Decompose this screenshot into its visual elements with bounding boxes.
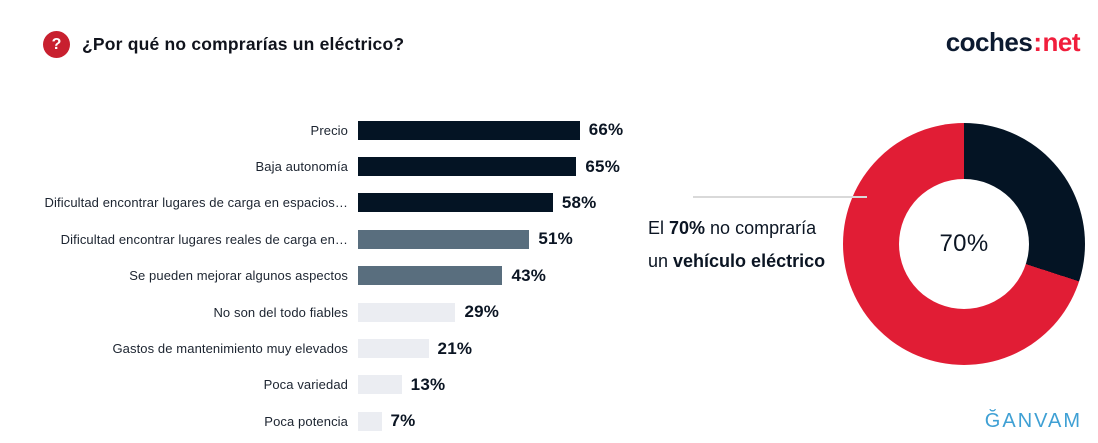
bar-chart: Precio 66% Baja autonomía 65% Dificultad enc…	[22, 112, 623, 440]
bar	[358, 193, 553, 213]
bar-row: Precio 66%	[22, 112, 623, 148]
cochesnet-logo: coches:net	[945, 27, 1081, 58]
bar-row: Baja autonomía 65%	[22, 148, 623, 184]
bar	[358, 266, 503, 286]
annotation-bold-text: vehículo eléctrico	[673, 251, 826, 271]
bar	[358, 411, 382, 431]
page-title: ¿Por qué no comprarías un eléctrico?	[82, 34, 405, 54]
bar	[358, 157, 577, 177]
header: ? ¿Por qué no comprarías un eléctrico?	[43, 31, 404, 58]
annotation-line: un vehículo eléctrico	[648, 245, 825, 278]
brand-name-left: coches	[945, 27, 1033, 57]
annotation-connector-line	[693, 196, 867, 198]
bar	[358, 375, 402, 395]
bar-category-label: Dificultad encontrar lugares de carga en…	[44, 195, 348, 211]
donut-center-label: 70%	[939, 230, 989, 257]
bar-row: Se pueden mejorar algunos aspectos 43%	[22, 258, 623, 294]
bar	[358, 339, 429, 359]
bar-row: Dificultad encontrar lugares reales de c…	[22, 221, 623, 257]
bar-value-label: 13%	[410, 374, 446, 394]
annotation-text: un	[648, 251, 674, 271]
bar-value-label: 66%	[588, 120, 624, 140]
question-mark-icon: ?	[43, 31, 70, 58]
annotation-text: El	[648, 218, 670, 238]
brand-separator: :	[1033, 27, 1042, 57]
bar-category-label: Dificultad encontrar lugares reales de c…	[60, 231, 348, 247]
bar	[358, 229, 530, 249]
annotation-text: no compraría	[705, 218, 817, 238]
bar-value-label: 65%	[585, 156, 621, 176]
bar-value-label: 29%	[464, 302, 500, 322]
bar-value-label: 7%	[390, 411, 416, 431]
bar-category-label: Se pueden mejorar algunos aspectos	[129, 268, 348, 284]
bar-row: Gastos de mantenimiento muy elevados 21%	[22, 330, 623, 366]
question-glyph: ?	[51, 35, 62, 53]
bar-value-label: 43%	[511, 265, 547, 285]
bar-category-label: Baja autonomía	[255, 159, 348, 175]
brand-name-right: net	[1042, 27, 1081, 57]
ganvam-logo: ĞANVAM	[984, 410, 1082, 432]
bar-category-label: Gastos de mantenimiento muy elevados	[112, 341, 348, 357]
annotation-bold-text: 70%	[669, 218, 706, 238]
bar	[358, 120, 580, 140]
bar-row: Poca variedad 13%	[22, 367, 623, 403]
donut-chart: 70%	[843, 123, 1085, 365]
bar-category-label: Poca potencia	[264, 413, 348, 429]
bar-row: No son del todo fiables 29%	[22, 294, 623, 330]
bar-value-label: 21%	[437, 338, 473, 358]
bar	[358, 302, 456, 322]
bar-value-label: 51%	[538, 229, 573, 249]
bar-category-label: Poca variedad	[263, 377, 348, 393]
bar-value-label: 58%	[561, 192, 597, 212]
bar-category-label: Precio	[310, 122, 348, 138]
bar-row: Poca potencia 7%	[22, 403, 623, 439]
annotation-line: El 70% no compraría	[648, 212, 825, 245]
donut-annotation: El 70% no compraría un vehículo eléctrico	[648, 212, 825, 278]
donut-hole: 70%	[899, 179, 1029, 309]
bar-row: Dificultad encontrar lugares de carga en…	[22, 185, 623, 221]
bar-category-label: No son del todo fiables	[213, 304, 348, 320]
